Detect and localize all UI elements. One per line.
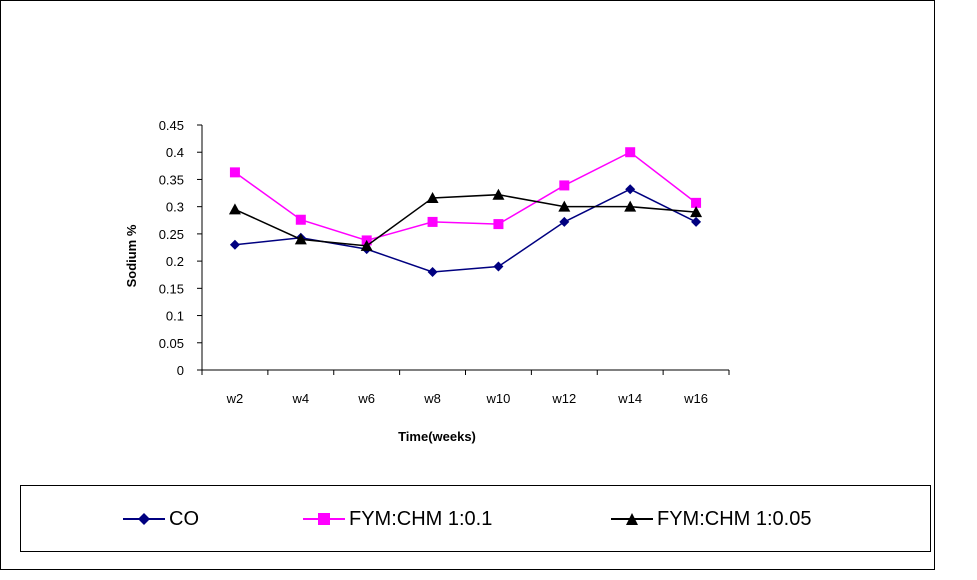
x-tick-label: w10 bbox=[486, 391, 511, 406]
data-point-triangle bbox=[492, 188, 505, 200]
y-tick-label: 0.1 bbox=[166, 309, 184, 324]
legend-entry-fym-chm-1-0-1: FYM:CHM 1:0.1 bbox=[303, 506, 492, 532]
tick-labels: 0 0.05 0.1 0.15 0.2 0.25 0.3 0.35 0.4 0.45 w2 w4 w6 w… bbox=[159, 118, 708, 406]
legend-label-fym-chm-1-0-1: FYM:CHM 1:0.1 bbox=[349, 507, 493, 530]
data-point-triangle bbox=[690, 206, 703, 218]
series-1 bbox=[229, 184, 702, 277]
y-tick-label: 0.4 bbox=[166, 145, 184, 160]
legend: CO FYM:CHM 1:0.1 FYM:CHM 1:0.05 bbox=[20, 485, 931, 552]
y-tick-label: 0.35 bbox=[159, 172, 184, 187]
axes bbox=[197, 124, 730, 375]
data-point-diamond bbox=[427, 267, 438, 277]
series-line bbox=[234, 151, 697, 242]
x-axis-title: Time(weeks) bbox=[398, 429, 476, 444]
data-point-square bbox=[625, 147, 636, 158]
x-tick-label: w16 bbox=[683, 391, 708, 406]
data-point-triangle bbox=[360, 239, 373, 251]
data-point-square bbox=[427, 216, 438, 227]
data-point-square bbox=[229, 167, 240, 178]
y-axis-title: Sodium % bbox=[124, 224, 139, 287]
legend-label-co: CO bbox=[169, 507, 199, 530]
data-point-triangle bbox=[228, 203, 241, 215]
data-point-triangle bbox=[294, 233, 307, 245]
chart-frame bbox=[0, 0, 935, 570]
data-point-triangle bbox=[558, 200, 571, 212]
legend-label-fym-chm-1-0-05: FYM:CHM 1:0.05 bbox=[657, 507, 812, 530]
y-tick-label: 0.15 bbox=[159, 281, 184, 296]
series-3 bbox=[228, 188, 703, 251]
legend-marker-square-icon bbox=[303, 513, 345, 525]
legend-entry-fym-chm-1-0-05: FYM:CHM 1:0.05 bbox=[611, 506, 811, 532]
x-tick-label: w12 bbox=[551, 391, 576, 406]
legend-entry-co: CO bbox=[123, 506, 199, 532]
x-tick-label: w2 bbox=[226, 391, 244, 406]
x-tick-label: w8 bbox=[423, 391, 441, 406]
data-point-square bbox=[295, 214, 306, 225]
data-point-diamond bbox=[493, 261, 504, 272]
x-tick-label: w14 bbox=[617, 391, 642, 406]
y-tick-label: 0.05 bbox=[159, 336, 184, 351]
data-point-diamond bbox=[559, 216, 570, 227]
data-point-triangle bbox=[624, 200, 637, 212]
y-tick-label: 0.2 bbox=[166, 254, 184, 269]
data-point-square bbox=[559, 180, 570, 191]
y-tick-label: 0 bbox=[177, 363, 184, 378]
x-tick-label: w4 bbox=[292, 391, 310, 406]
series-line bbox=[234, 193, 697, 247]
data-point-diamond bbox=[691, 216, 702, 227]
data-point-triangle bbox=[426, 191, 439, 203]
series-lines bbox=[228, 147, 703, 277]
y-tick-label: 0.25 bbox=[159, 227, 184, 242]
series-line bbox=[234, 188, 697, 273]
data-point-diamond bbox=[625, 184, 636, 195]
legend-marker-triangle-icon bbox=[611, 513, 653, 525]
legend-marker-diamond-icon bbox=[123, 513, 165, 525]
data-point-square bbox=[493, 219, 504, 230]
data-point-diamond bbox=[229, 239, 240, 250]
y-tick-label: 0.45 bbox=[159, 118, 184, 133]
x-tick-label: w6 bbox=[357, 391, 375, 406]
y-tick-label: 0.3 bbox=[166, 200, 184, 215]
data-point-square bbox=[691, 197, 702, 208]
